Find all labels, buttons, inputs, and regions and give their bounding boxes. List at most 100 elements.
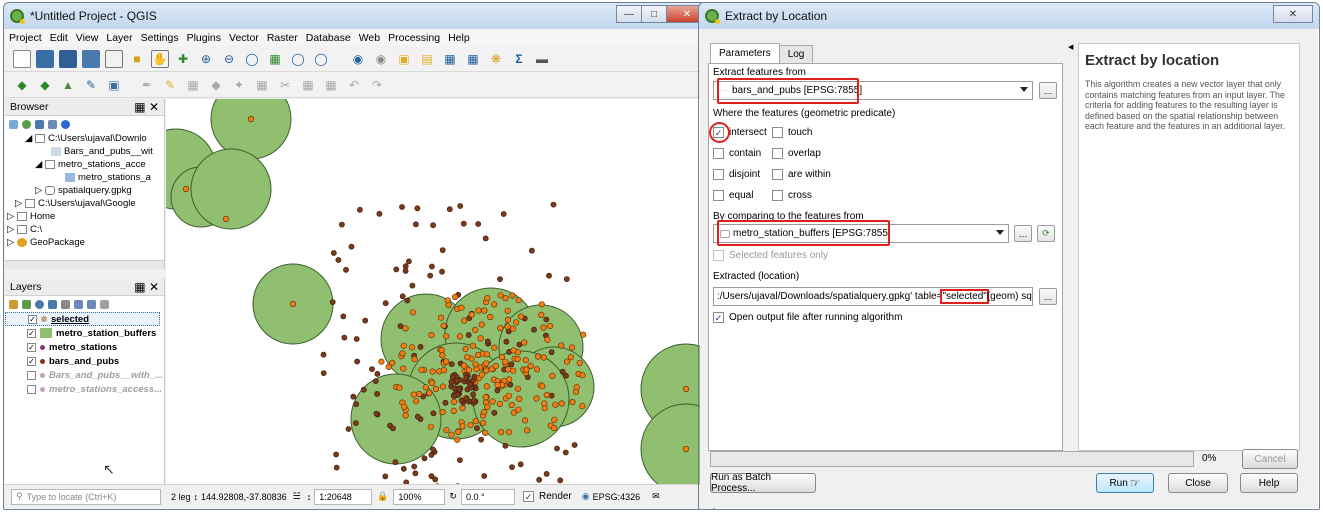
- browser-scrollbar[interactable]: [5, 260, 164, 269]
- zoom-in-icon[interactable]: ⊕: [200, 51, 212, 66]
- data-source-icon[interactable]: ◆: [17, 77, 27, 92]
- tree-item[interactable]: ▷ C:\Users\ujaval\Google: [15, 198, 136, 209]
- menu-edit[interactable]: Edit: [49, 31, 68, 44]
- run-button[interactable]: Run ☞: [1096, 473, 1154, 493]
- tree-item[interactable]: ◢ C:\Users\ujaval\Downlo: [25, 133, 147, 144]
- map-canvas[interactable]: [166, 99, 714, 493]
- zoom-selection-icon[interactable]: ◯: [291, 51, 305, 66]
- info-icon[interactable]: [61, 119, 70, 129]
- filter-icon[interactable]: [35, 119, 44, 129]
- layer-visibility-checkbox[interactable]: ✓: [27, 342, 36, 352]
- style-icon[interactable]: [9, 299, 18, 309]
- tab-log[interactable]: Log: [778, 45, 814, 63]
- identify-icon[interactable]: ◉: [352, 51, 364, 66]
- deselect-icon[interactable]: ▤: [421, 51, 433, 66]
- add-csv-icon[interactable]: ✎: [85, 77, 97, 92]
- predicate-cross[interactable]: cross: [772, 190, 812, 201]
- redo-icon[interactable]: ↷: [371, 77, 383, 92]
- help-button[interactable]: Help: [1240, 473, 1298, 493]
- menu-view[interactable]: View: [75, 31, 99, 44]
- extract-from-combo[interactable]: ⋯ bars_and_pubs [EPSG:7855]: [713, 81, 1033, 100]
- collapse-arrow-icon[interactable]: ◀: [1068, 44, 1074, 51]
- measure-icon[interactable]: ▬: [536, 51, 548, 66]
- magnifier-field[interactable]: 100%: [393, 488, 446, 505]
- layer-selected[interactable]: ✓ selected: [5, 312, 160, 326]
- rotation-field[interactable]: 0.0 °: [460, 488, 515, 505]
- pan-icon[interactable]: ✋: [151, 49, 169, 68]
- menu-vector[interactable]: Vector: [229, 31, 259, 44]
- tree-item[interactable]: ▷ C:\: [7, 224, 43, 235]
- pan-to-selection-icon[interactable]: ✚: [177, 51, 189, 66]
- open-project-icon[interactable]: [36, 49, 54, 68]
- style-manager-icon[interactable]: ■: [133, 51, 141, 66]
- panel-float-close-icon[interactable]: ▦ ✕: [134, 280, 159, 294]
- maximize-button[interactable]: □: [641, 5, 667, 23]
- open-output-checkbox[interactable]: ✓ Open output file after running algorith…: [713, 312, 903, 323]
- cancel-button[interactable]: Cancel: [1242, 449, 1298, 469]
- statistics-icon[interactable]: Σ: [515, 51, 523, 66]
- batch-button[interactable]: Run as Batch Process...: [710, 472, 816, 494]
- add-selected-icon[interactable]: [9, 119, 18, 129]
- expression-filter-icon[interactable]: [61, 299, 70, 309]
- layer-visibility-checkbox[interactable]: ✓: [27, 356, 36, 366]
- predicate-touch[interactable]: touch: [772, 127, 812, 138]
- refresh-icon[interactable]: [22, 119, 31, 129]
- new-project-icon[interactable]: [13, 49, 31, 68]
- cut-icon[interactable]: ✂: [279, 77, 291, 92]
- coordinate-readout[interactable]: 144.92808,-37.80836: [201, 491, 287, 502]
- zoom-out-icon[interactable]: ⊖: [223, 51, 235, 66]
- extract-from-browse-button[interactable]: …: [1039, 82, 1057, 99]
- delete-selected-icon[interactable]: ▦: [256, 77, 268, 92]
- menu-settings[interactable]: Settings: [140, 31, 179, 44]
- messages-icon[interactable]: ✉: [652, 491, 660, 501]
- zoom-layer-icon[interactable]: ◯: [314, 51, 328, 66]
- panel-float-close-icon[interactable]: ▦ ✕: [134, 100, 159, 114]
- tree-item[interactable]: ▷ Home: [7, 211, 56, 222]
- zoom-full-icon[interactable]: ▦: [269, 51, 281, 66]
- new-layer-icon[interactable]: ▣: [108, 77, 120, 92]
- tree-item[interactable]: ▷ spatialquery.gpkg: [35, 185, 132, 196]
- filter-icon[interactable]: [48, 299, 57, 309]
- layer-bars-and-pubs-with[interactable]: Bars_and_pubs__with_...: [5, 368, 164, 382]
- menu-web[interactable]: Web: [358, 31, 381, 44]
- tree-item[interactable]: Bars_and_pubs__wit: [5, 145, 164, 158]
- menu-project[interactable]: Project: [9, 31, 42, 44]
- print-layout-icon[interactable]: [105, 49, 123, 68]
- paste-icon[interactable]: ▦: [325, 77, 337, 92]
- save-edits-icon[interactable]: ▦: [187, 77, 199, 92]
- extracted-browse-button[interactable]: …: [1039, 288, 1057, 305]
- remove-layer-icon[interactable]: [100, 299, 109, 309]
- add-vector-icon[interactable]: ◆: [40, 77, 50, 92]
- visibility-icon[interactable]: [35, 299, 44, 309]
- lock-icon[interactable]: 🔒: [377, 491, 389, 501]
- minimize-button[interactable]: —: [616, 5, 642, 23]
- select-icon[interactable]: ◉: [375, 51, 387, 66]
- settings-icon[interactable]: ❋: [490, 51, 502, 66]
- selected-only-checkbox[interactable]: Selected features only: [713, 250, 828, 261]
- close-dialog-button[interactable]: Close: [1168, 473, 1228, 493]
- iterate-button[interactable]: ⟳: [1037, 225, 1055, 242]
- open-table-icon[interactable]: ▦: [444, 51, 456, 66]
- tree-item[interactable]: ◢ metro_stations_acce: [35, 159, 146, 170]
- menu-raster[interactable]: Raster: [266, 31, 298, 44]
- digitize-icon[interactable]: ✒: [141, 77, 153, 92]
- toggle-edit-icon[interactable]: ✎: [164, 77, 176, 92]
- tree-item[interactable]: ▷ GeoPackage: [7, 237, 85, 248]
- menu-processing[interactable]: Processing: [388, 31, 441, 44]
- layer-visibility-checkbox[interactable]: ✓: [27, 328, 36, 338]
- menu-plugins[interactable]: Plugins: [186, 31, 222, 44]
- field-calc-icon[interactable]: ▦: [467, 51, 479, 66]
- extracted-output-field[interactable]: :/Users/ujaval/Downloads/spatialquery.gp…: [713, 287, 1033, 306]
- compare-browse-button[interactable]: …: [1014, 225, 1032, 242]
- predicate-disjoint[interactable]: disjoint: [713, 169, 760, 180]
- collapse-icon[interactable]: [48, 119, 57, 129]
- dialog-close-button[interactable]: ✕: [1273, 5, 1313, 23]
- menu-database[interactable]: Database: [305, 31, 351, 44]
- predicate-are-within[interactable]: are within: [772, 169, 831, 180]
- menu-help[interactable]: Help: [448, 31, 470, 44]
- zoom-native-icon[interactable]: ◯: [245, 51, 259, 66]
- layer-visibility-checkbox[interactable]: [27, 384, 36, 394]
- layer-metro-station-buffers[interactable]: ✓ metro_station_buffers: [27, 327, 157, 339]
- vertex-tool-icon[interactable]: ✦: [233, 77, 245, 92]
- crs-globe-icon[interactable]: ◉: [581, 491, 590, 501]
